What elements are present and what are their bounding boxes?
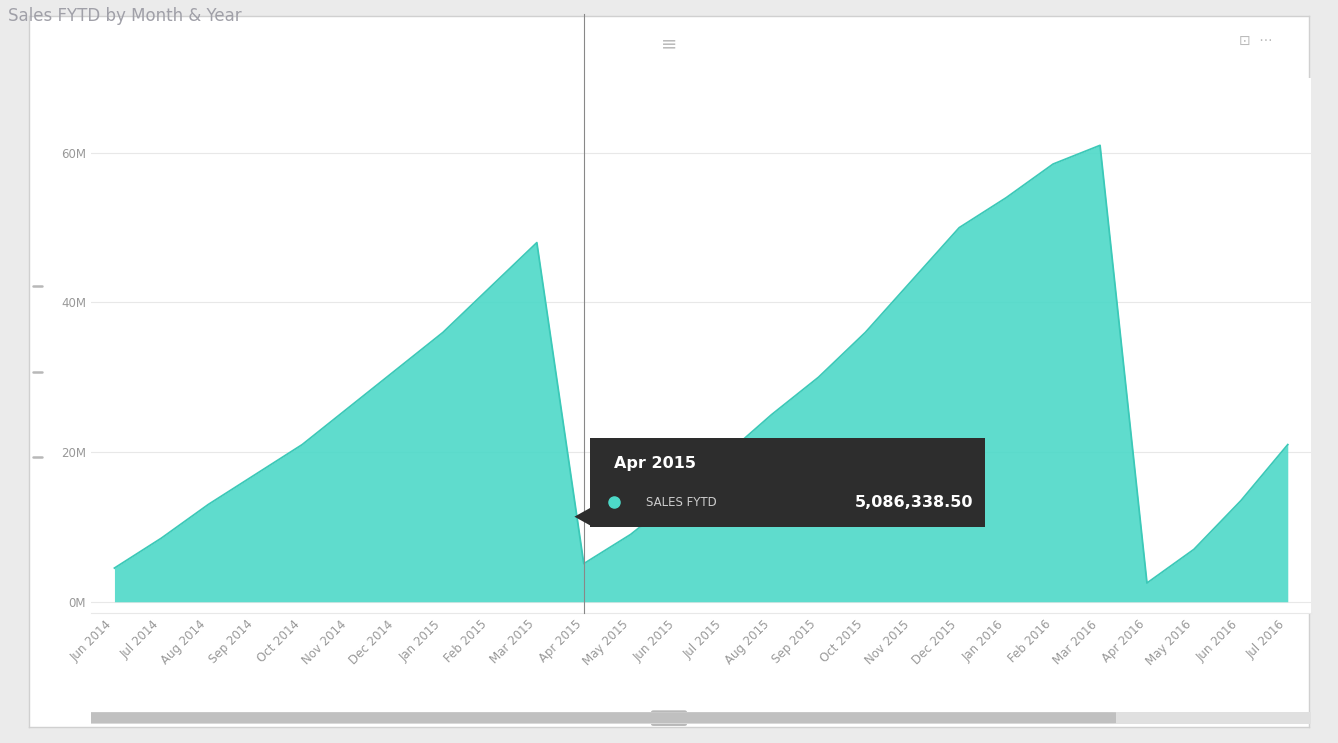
Text: ≡: ≡ [661, 34, 677, 53]
Text: Sales FYTD by Month & Year: Sales FYTD by Month & Year [8, 7, 242, 25]
FancyBboxPatch shape [79, 713, 1116, 723]
Text: 5,086,338.50: 5,086,338.50 [855, 495, 973, 510]
Text: ⊡  ···: ⊡ ··· [1239, 34, 1272, 48]
FancyBboxPatch shape [652, 710, 686, 726]
Text: Apr 2015: Apr 2015 [614, 455, 696, 470]
Polygon shape [574, 507, 590, 525]
Text: SALES FYTD: SALES FYTD [646, 496, 716, 509]
